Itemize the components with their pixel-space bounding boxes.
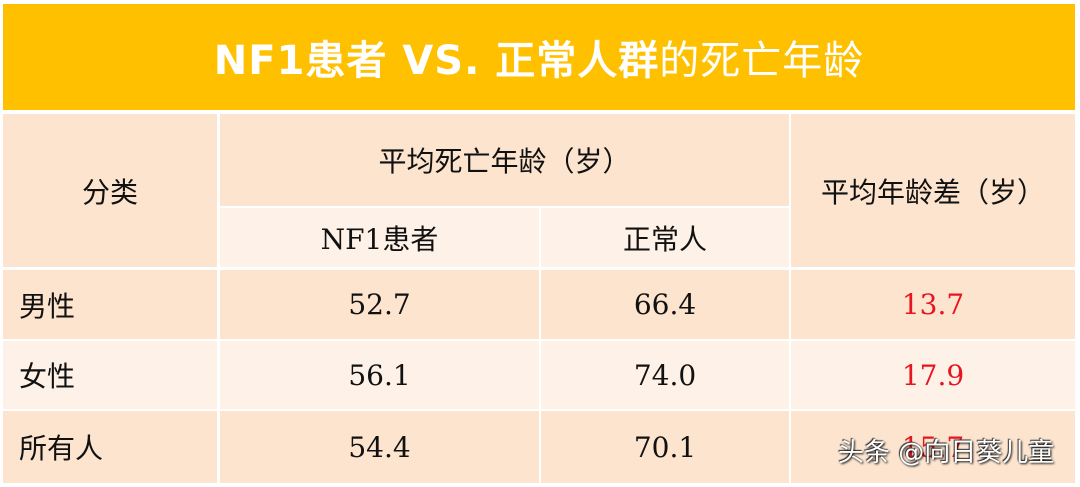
header-category: 分类: [3, 114, 217, 267]
header-normal: 正常人: [541, 208, 789, 267]
table-title: NF1患者 VS. 正常人群 的死亡年龄: [3, 4, 1075, 110]
row-female-category: 女性: [3, 341, 217, 409]
row-all-category: 所有人: [3, 411, 217, 483]
row-male-normal: 66.4: [541, 270, 789, 339]
row-female-diff: 17.9: [791, 341, 1075, 409]
header-avg-death-age: 平均死亡年龄（岁）: [220, 114, 789, 206]
title-normal: 的死亡年龄: [659, 38, 865, 84]
row-all-normal: 70.1: [541, 411, 789, 483]
row-male-nf1: 52.7: [220, 270, 539, 339]
row-all-diff: 15.7: [791, 411, 1075, 483]
header-nf1: NF1患者: [220, 208, 539, 267]
row-male-diff: 13.7: [791, 270, 1075, 339]
watermark: 头条 @向日葵儿童: [838, 438, 1055, 468]
row-female-nf1: 56.1: [220, 341, 539, 409]
row-female-normal: 74.0: [541, 341, 789, 409]
row-all-nf1: 54.4: [220, 411, 539, 483]
row-male-category: 男性: [3, 270, 217, 339]
title-bold: NF1患者 VS. 正常人群: [213, 38, 660, 84]
header-avg-diff: 平均年龄差（岁）: [791, 114, 1075, 267]
